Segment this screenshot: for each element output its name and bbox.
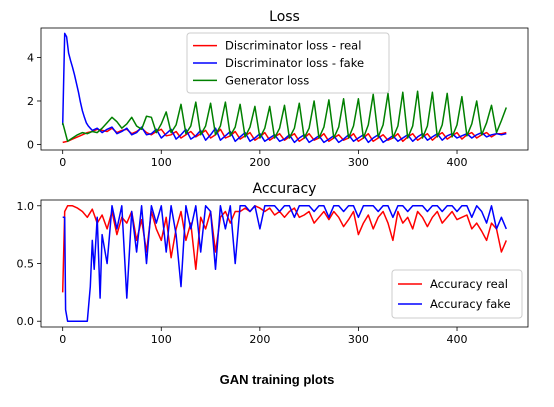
chart2-xtick-label: 300 bbox=[348, 333, 369, 346]
chart2-xtick-label: 0 bbox=[59, 333, 66, 346]
chart1-xtick-label: 200 bbox=[249, 156, 270, 169]
chart1-ytick-label: 4 bbox=[27, 51, 34, 64]
chart2-xtick-label: 400 bbox=[447, 333, 468, 346]
chart1-series-line-3 bbox=[61, 90, 508, 143]
chart2-xtick-label: 100 bbox=[151, 333, 172, 346]
chart1-xtick-label: 100 bbox=[151, 156, 172, 169]
chart2-ytick-label: 0.5 bbox=[17, 258, 35, 271]
chart2-legend-label-2: Accuracy fake bbox=[430, 297, 511, 311]
figure-caption: GAN training plots bbox=[219, 372, 335, 387]
chart1-xtick-label: 300 bbox=[348, 156, 369, 169]
chart1-xtick-label: 0 bbox=[59, 156, 66, 169]
chart1-ytick-label: 2 bbox=[27, 95, 34, 108]
chart2-xtick-label: 200 bbox=[249, 333, 270, 346]
chart1-legend-label-3: Generator loss bbox=[225, 73, 309, 87]
chart2-ytick-label: 0.0 bbox=[17, 315, 35, 328]
chart1-legend-label-1: Discriminator loss - real bbox=[225, 39, 361, 53]
chart2-title: Accuracy bbox=[253, 181, 317, 197]
chart1-ytick-label: 0 bbox=[27, 139, 34, 152]
chart1-title: Loss bbox=[269, 9, 300, 25]
chart2-legend-label-1: Accuracy real bbox=[430, 277, 508, 291]
chart2-legend-box bbox=[391, 269, 523, 319]
chart2-series-line-2 bbox=[62, 205, 507, 322]
chart1-legend-box bbox=[186, 32, 390, 94]
chart1-legend-label-2: Discriminator loss - fake bbox=[225, 56, 364, 70]
chart2-ytick-label: 1.0 bbox=[17, 200, 35, 213]
chart1-frame bbox=[40, 27, 529, 151]
chart1-xtick-label: 400 bbox=[447, 156, 468, 169]
